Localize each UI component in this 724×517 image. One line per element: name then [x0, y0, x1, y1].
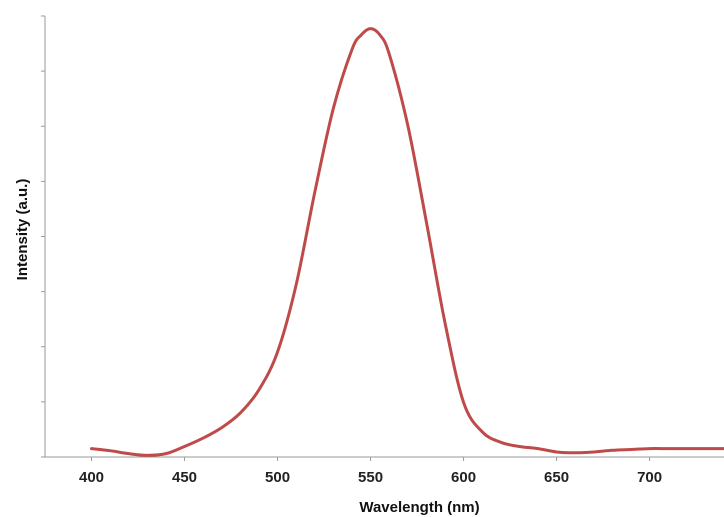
x-tick-label: 600	[451, 469, 476, 486]
x-tick-label: 700	[637, 469, 662, 486]
series-layer	[90, 27, 724, 457]
series-line-0	[90, 27, 724, 457]
x-axis-title: Wavelength (nm)	[359, 499, 479, 516]
x-tick-label: 500	[265, 469, 290, 486]
x-tick-label: 400	[79, 469, 104, 486]
y-axis-title: Intensity (a.u.)	[14, 179, 31, 281]
x-tick-label: 650	[544, 469, 569, 486]
y-ticks	[41, 15, 45, 458]
axes	[44, 16, 724, 458]
x-tick-label: 450	[172, 469, 197, 486]
x-tick-label: 550	[358, 469, 383, 486]
x-ticks: 400 450 500 550 600 650 700	[79, 457, 662, 486]
